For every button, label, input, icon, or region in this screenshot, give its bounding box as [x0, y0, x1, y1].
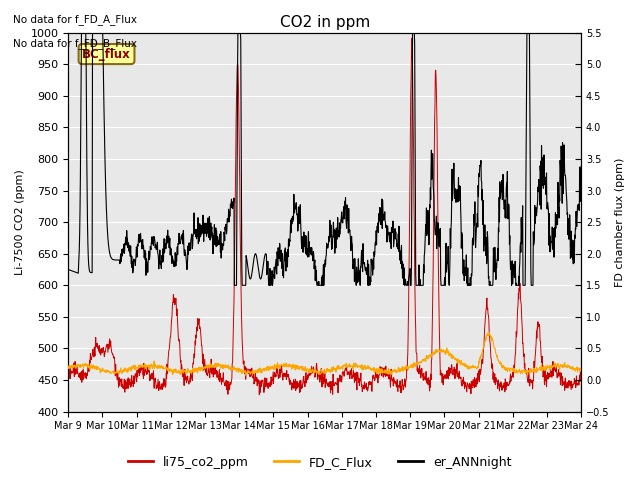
- Y-axis label: FD chamber flux (ppm): FD chamber flux (ppm): [615, 157, 625, 287]
- Title: CO2 in ppm: CO2 in ppm: [280, 15, 370, 30]
- Legend: li75_co2_ppm, FD_C_Flux, er_ANNnight: li75_co2_ppm, FD_C_Flux, er_ANNnight: [124, 451, 516, 474]
- Text: No data for f_FD_B_Flux: No data for f_FD_B_Flux: [13, 38, 137, 49]
- Text: BC_flux: BC_flux: [82, 48, 131, 60]
- Text: No data for f_FD_A_Flux: No data for f_FD_A_Flux: [13, 14, 137, 25]
- Y-axis label: Li-7500 CO2 (ppm): Li-7500 CO2 (ppm): [15, 169, 25, 275]
